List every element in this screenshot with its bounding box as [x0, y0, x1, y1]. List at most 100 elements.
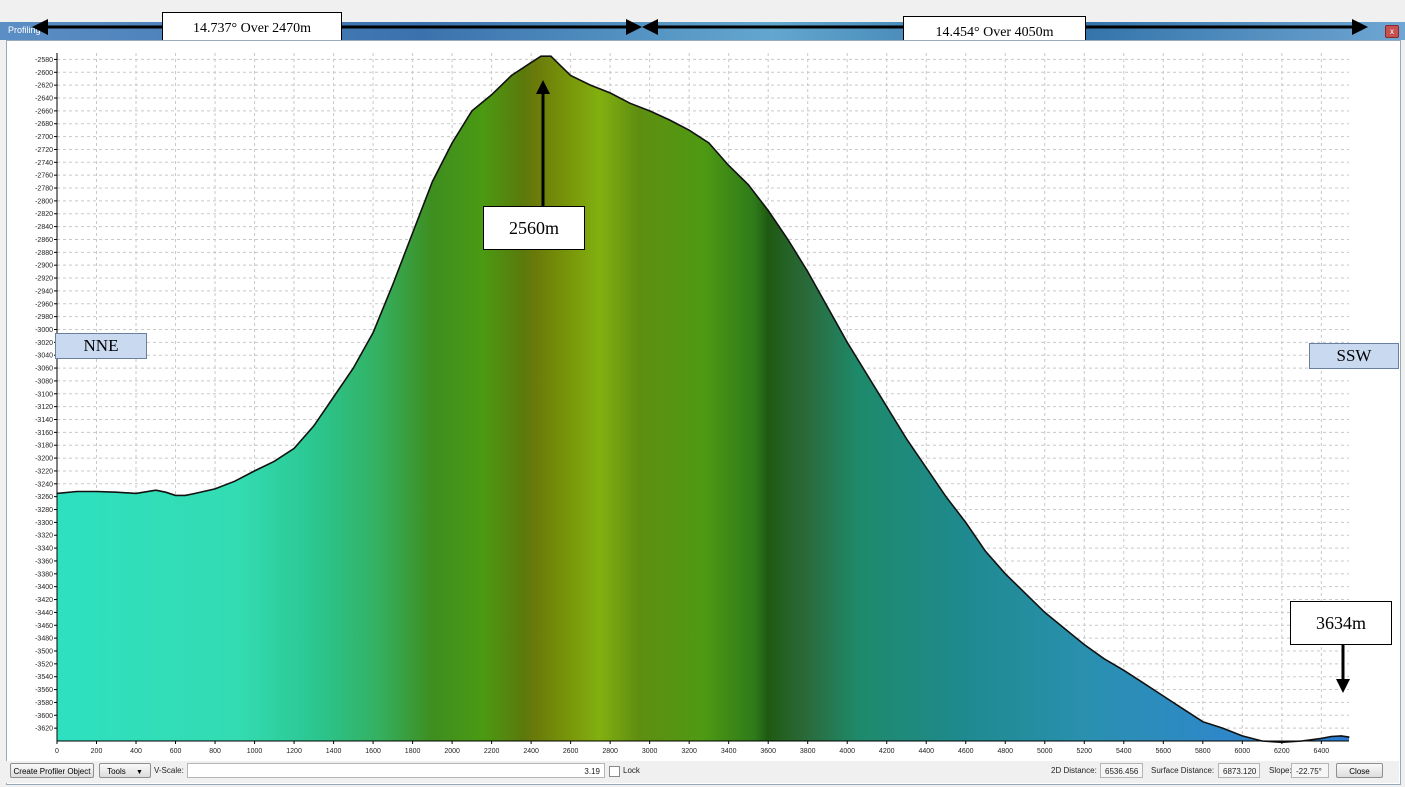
profile-point	[184, 494, 186, 496]
profile-point	[984, 550, 987, 552]
profile-point	[234, 480, 236, 482]
profile-point	[451, 142, 453, 144]
profile-line	[56, 55, 1350, 744]
segment-left-arrow-end	[626, 19, 642, 35]
x-tick-label: 2600	[563, 748, 579, 755]
x-tick-label: 5400	[1116, 748, 1132, 755]
distance-2d-label: 2D Distance:	[1051, 766, 1097, 775]
profile-point	[412, 232, 414, 234]
y-tick-label: -3200	[35, 456, 53, 463]
profile-point	[1162, 695, 1164, 697]
y-tick-label: -3000	[35, 327, 53, 334]
profile-point	[747, 184, 750, 186]
profile-point	[846, 341, 848, 343]
profile-point	[392, 283, 394, 286]
x-tick-label: 200	[91, 748, 103, 755]
x-tick-label: 4200	[879, 748, 895, 755]
segment-left-arrow-start	[32, 19, 48, 35]
profile-point	[560, 65, 562, 67]
lock-checkbox[interactable]	[609, 766, 620, 777]
profile-point	[688, 129, 690, 131]
profile-point	[165, 491, 167, 493]
elevation-profile-chart[interactable]: -2580 -2600 -2620 -2640 -2660 -2680 -2700 -2720…	[7, 41, 1400, 762]
y-tick-label: -3280	[35, 507, 53, 514]
x-tick-label: 2000	[444, 748, 460, 755]
peak-arrow	[536, 80, 550, 206]
y-tick-label: -3240	[35, 481, 53, 488]
end-elevation-label: 3634m	[1290, 601, 1392, 645]
grid	[56, 53, 1349, 741]
profile-point	[649, 110, 651, 112]
x-tick-label: 800	[209, 748, 221, 755]
segment-right-arrow-end	[1352, 19, 1368, 35]
x-tick-label: 4800	[997, 748, 1013, 755]
x-tick-label: 3800	[800, 748, 816, 755]
left-direction-label: NNE	[55, 333, 147, 359]
x-tick-label: 2800	[602, 748, 618, 755]
close-button[interactable]: Close	[1336, 763, 1383, 778]
y-tick-label: -3500	[35, 648, 53, 655]
y-tick-label: -2600	[35, 70, 53, 77]
y-tick-label: -2760	[35, 173, 53, 180]
y-tick-label: -3620	[35, 726, 53, 733]
x-tick-label: 3600	[760, 748, 776, 755]
profile-point	[945, 496, 947, 498]
profile-point	[471, 110, 473, 112]
y-tick-label: -2880	[35, 250, 53, 257]
y-tick-label: -2680	[35, 121, 53, 128]
profile-point	[866, 373, 868, 376]
create-profiler-object-button[interactable]: Create Profiler Object	[10, 763, 94, 778]
chevron-down-icon: ▼	[135, 769, 143, 776]
x-tick-label: 2400	[523, 748, 539, 755]
profile-point	[708, 142, 710, 144]
x-tick-label: 5600	[1156, 748, 1172, 755]
x-tick-label: 6400	[1314, 748, 1330, 755]
profile-point	[115, 491, 117, 493]
profile-point	[352, 367, 354, 369]
y-tick-label: -3540	[35, 674, 53, 681]
profile-point	[826, 306, 829, 308]
vscale-input[interactable]: 3.19	[187, 763, 605, 778]
profile-point	[629, 102, 631, 104]
bottom-toolbar: Create Profiler Object Tools ▼ V-Scale: …	[6, 761, 1399, 783]
profile-point	[787, 238, 789, 241]
y-tick-label: -3520	[35, 661, 53, 668]
y-tick-label: -2940	[35, 288, 53, 295]
profile-point	[1024, 592, 1026, 594]
profile-point	[728, 164, 730, 167]
x-tick-label: 1200	[286, 748, 302, 755]
y-tick-label: -2620	[35, 83, 53, 90]
profile-point	[807, 271, 809, 273]
profile-point	[135, 492, 137, 494]
distance-2d-value: 6536.456	[1100, 763, 1143, 778]
x-tick-label: 2200	[484, 748, 500, 755]
peak-arrow-head	[536, 80, 550, 94]
vscale-label: V-Scale:	[154, 766, 184, 775]
y-tick-label: -3560	[35, 687, 53, 694]
profile-point	[1241, 735, 1243, 737]
profile-point	[1103, 658, 1105, 660]
x-tick-label: 4000	[839, 748, 855, 755]
tools-button[interactable]: Tools ▼	[99, 763, 151, 778]
y-tick-label: -2700	[35, 134, 53, 141]
slope-label: Slope:	[1269, 766, 1292, 775]
x-tick-label: 400	[130, 748, 142, 755]
x-tick-label: 4400	[918, 748, 934, 755]
y-tick-label: -3440	[35, 610, 53, 617]
x-tick-label: 3400	[721, 748, 737, 755]
y-tick-label: -2980	[35, 314, 53, 321]
y-tick-label: -2860	[35, 237, 53, 244]
profile-point	[155, 489, 157, 491]
segment-right-arrow-start	[642, 19, 658, 35]
peak-elevation-label: 2560m	[483, 206, 585, 250]
profile-point	[76, 490, 78, 493]
profile-point	[589, 84, 592, 86]
y-tick-label: -3060	[35, 366, 53, 373]
x-tick-label: 5200	[1076, 748, 1092, 755]
y-tick-label: -2740	[35, 160, 53, 167]
profile-point	[886, 406, 888, 408]
y-tick-label: -3320	[35, 533, 53, 540]
profile-point	[965, 521, 967, 523]
close-window-icon[interactable]: x	[1385, 25, 1399, 38]
y-tick-label: -3340	[35, 546, 53, 553]
